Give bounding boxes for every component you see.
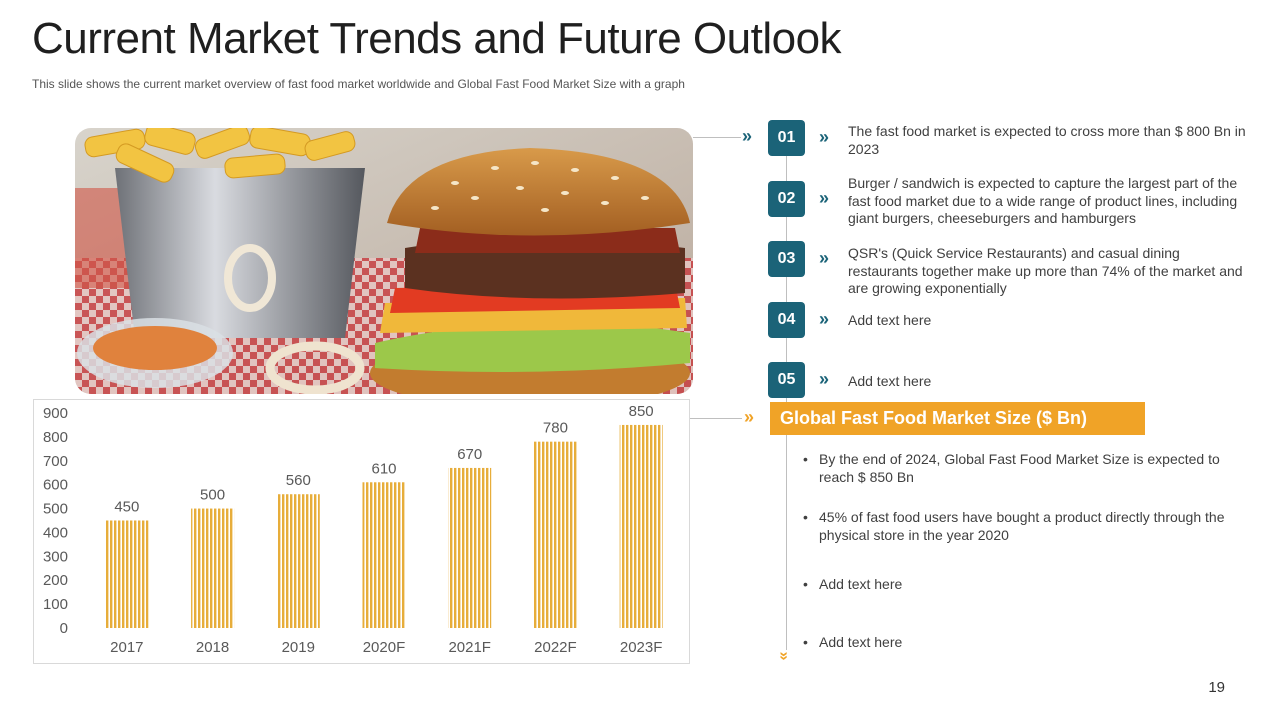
y-tick-label: 600 (43, 477, 68, 494)
market-bullet: • Add text here (803, 633, 1233, 651)
x-tick-label: 2017 (110, 639, 143, 656)
y-tick-label: 500 (43, 501, 68, 518)
page-number: 19 (1208, 679, 1225, 696)
double-chevron-right-icon: » (819, 369, 830, 389)
y-tick-label: 300 (43, 548, 68, 565)
market-bullet: • Add text here (803, 575, 1233, 593)
bullet-dot-icon: • (803, 509, 808, 525)
page-title: Current Market Trends and Future Outlook (32, 14, 842, 63)
data-label: 560 (286, 472, 311, 489)
bullet-dot-icon: • (803, 451, 808, 467)
market-bullet: • 45% of fast food users have bought a p… (803, 508, 1233, 544)
photo-connector-line (693, 137, 741, 138)
data-label: 780 (543, 420, 568, 437)
double-chevron-right-icon: » (744, 407, 755, 427)
data-label: 500 (200, 487, 225, 504)
y-tick-label: 200 (43, 572, 68, 589)
point-number-01: 01 (768, 120, 805, 156)
y-tick-label: 800 (43, 429, 68, 446)
y-tick-label: 100 (43, 596, 68, 613)
timeline-line (786, 150, 787, 650)
double-chevron-right-icon: » (819, 188, 830, 208)
bullet-dot-icon: • (803, 634, 808, 650)
y-tick-label: 700 (43, 453, 68, 470)
point-text-01: The fast food market is expected to cros… (848, 123, 1246, 157)
point-text-02: Burger / sandwich is expected to capture… (848, 175, 1238, 226)
double-chevron-right-icon: » (819, 248, 830, 268)
x-tick-label: 2018 (196, 639, 229, 656)
x-tick-label: 2023F (620, 639, 663, 656)
market-bullet-text: 45% of fast food users have bought a pro… (819, 509, 1225, 543)
bar-2017 (105, 520, 149, 628)
x-tick-label: 2021F (448, 639, 491, 656)
data-label: 610 (371, 460, 396, 477)
burger-and-fries-photo (75, 128, 693, 394)
y-tick-label: 900 (43, 405, 68, 422)
data-label: 850 (629, 403, 654, 420)
bar-2022F (533, 441, 577, 628)
bar-2021F (448, 467, 492, 628)
page-subtitle: This slide shows the current market over… (32, 77, 685, 91)
x-tick-label: 2019 (282, 639, 315, 656)
market-size-chart: 0 100 200 300 400 500 600 700 800 900 450 2017 500 20… (33, 399, 690, 664)
double-chevron-right-icon: » (819, 127, 830, 147)
bullet-dot-icon: • (803, 576, 808, 592)
market-bullet: • By the end of 2024, Global Fast Food M… (803, 450, 1233, 486)
bar-chart-svg: 0 100 200 300 400 500 600 700 800 900 450 2017 500 20… (43, 403, 663, 656)
y-tick-label: 400 (43, 524, 68, 541)
market-bullet-text: By the end of 2024, Global Fast Food Mar… (819, 451, 1220, 485)
market-size-heading: Global Fast Food Market Size ($ Bn) (770, 402, 1145, 435)
double-chevron-right-icon: » (819, 309, 830, 329)
x-tick-label: 2022F (534, 639, 577, 656)
point-number-03: 03 (768, 241, 805, 277)
market-bullet-text: Add text here (819, 576, 903, 592)
bar-2019 (276, 494, 320, 628)
bar-2018 (191, 508, 235, 628)
point-number-02: 02 (768, 181, 805, 217)
point-text-05: Add text here (848, 373, 932, 389)
data-label: 450 (114, 499, 139, 516)
point-number-04: 04 (768, 302, 805, 338)
point-number-05: 05 (768, 362, 805, 398)
x-tick-label: 2020F (363, 639, 406, 656)
chevron-down-icon: » (775, 651, 793, 661)
data-label: 670 (457, 446, 482, 463)
market-bullet-text: Add text here (819, 634, 903, 650)
double-chevron-right-icon: » (742, 126, 753, 146)
bar-2023F (619, 424, 663, 628)
bar-2020F (362, 482, 406, 628)
point-text-03: QSR's (Quick Service Restaurants) and ca… (848, 245, 1243, 296)
point-text-04: Add text here (848, 312, 932, 328)
chart-connector-line (690, 418, 742, 419)
y-tick-label: 0 (60, 620, 68, 637)
